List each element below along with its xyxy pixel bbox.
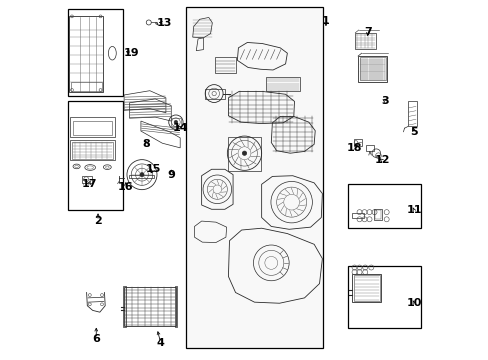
- Text: 18: 18: [346, 143, 362, 153]
- Circle shape: [242, 151, 246, 156]
- Text: 7: 7: [363, 27, 371, 37]
- Text: 10: 10: [406, 298, 421, 308]
- Bar: [185, 7, 323, 348]
- Bar: [373, 208, 381, 220]
- Text: 15: 15: [145, 164, 161, 174]
- Bar: [353, 275, 379, 301]
- Bar: [352, 274, 380, 302]
- Bar: [374, 210, 380, 219]
- Bar: [359, 58, 385, 80]
- Bar: [171, 118, 180, 126]
- Text: 14: 14: [172, 123, 187, 133]
- Bar: [228, 137, 260, 171]
- Bar: [347, 184, 421, 228]
- Bar: [69, 16, 103, 93]
- Text: 9: 9: [167, 170, 175, 180]
- Bar: [351, 213, 364, 217]
- Bar: [67, 102, 123, 210]
- Text: 5: 5: [409, 127, 417, 137]
- Bar: [365, 145, 373, 152]
- Text: 16: 16: [118, 182, 133, 192]
- Circle shape: [140, 172, 144, 177]
- Bar: [175, 287, 177, 327]
- Bar: [123, 287, 125, 327]
- Bar: [67, 9, 123, 96]
- Bar: [73, 121, 112, 135]
- Bar: [123, 287, 175, 327]
- Text: 13: 13: [156, 18, 171, 28]
- Bar: [70, 117, 115, 137]
- Bar: [357, 56, 386, 82]
- Bar: [70, 140, 115, 160]
- Text: 1: 1: [322, 16, 329, 26]
- Text: 6: 6: [92, 334, 100, 344]
- Circle shape: [174, 120, 177, 124]
- Text: 3: 3: [381, 96, 388, 107]
- Text: 17: 17: [81, 179, 97, 189]
- Text: 8: 8: [142, 139, 150, 149]
- Bar: [347, 266, 421, 328]
- Text: 19: 19: [124, 48, 140, 58]
- Bar: [82, 176, 92, 183]
- Bar: [215, 57, 235, 73]
- Text: 4: 4: [156, 338, 164, 347]
- Bar: [71, 82, 102, 91]
- Bar: [129, 175, 154, 178]
- Bar: [354, 33, 375, 49]
- Bar: [407, 102, 416, 126]
- Bar: [265, 77, 299, 91]
- Text: 2: 2: [94, 216, 102, 226]
- Text: 12: 12: [373, 156, 389, 165]
- Bar: [353, 139, 362, 146]
- Bar: [72, 142, 112, 158]
- Bar: [205, 89, 224, 99]
- Text: 11: 11: [406, 205, 421, 215]
